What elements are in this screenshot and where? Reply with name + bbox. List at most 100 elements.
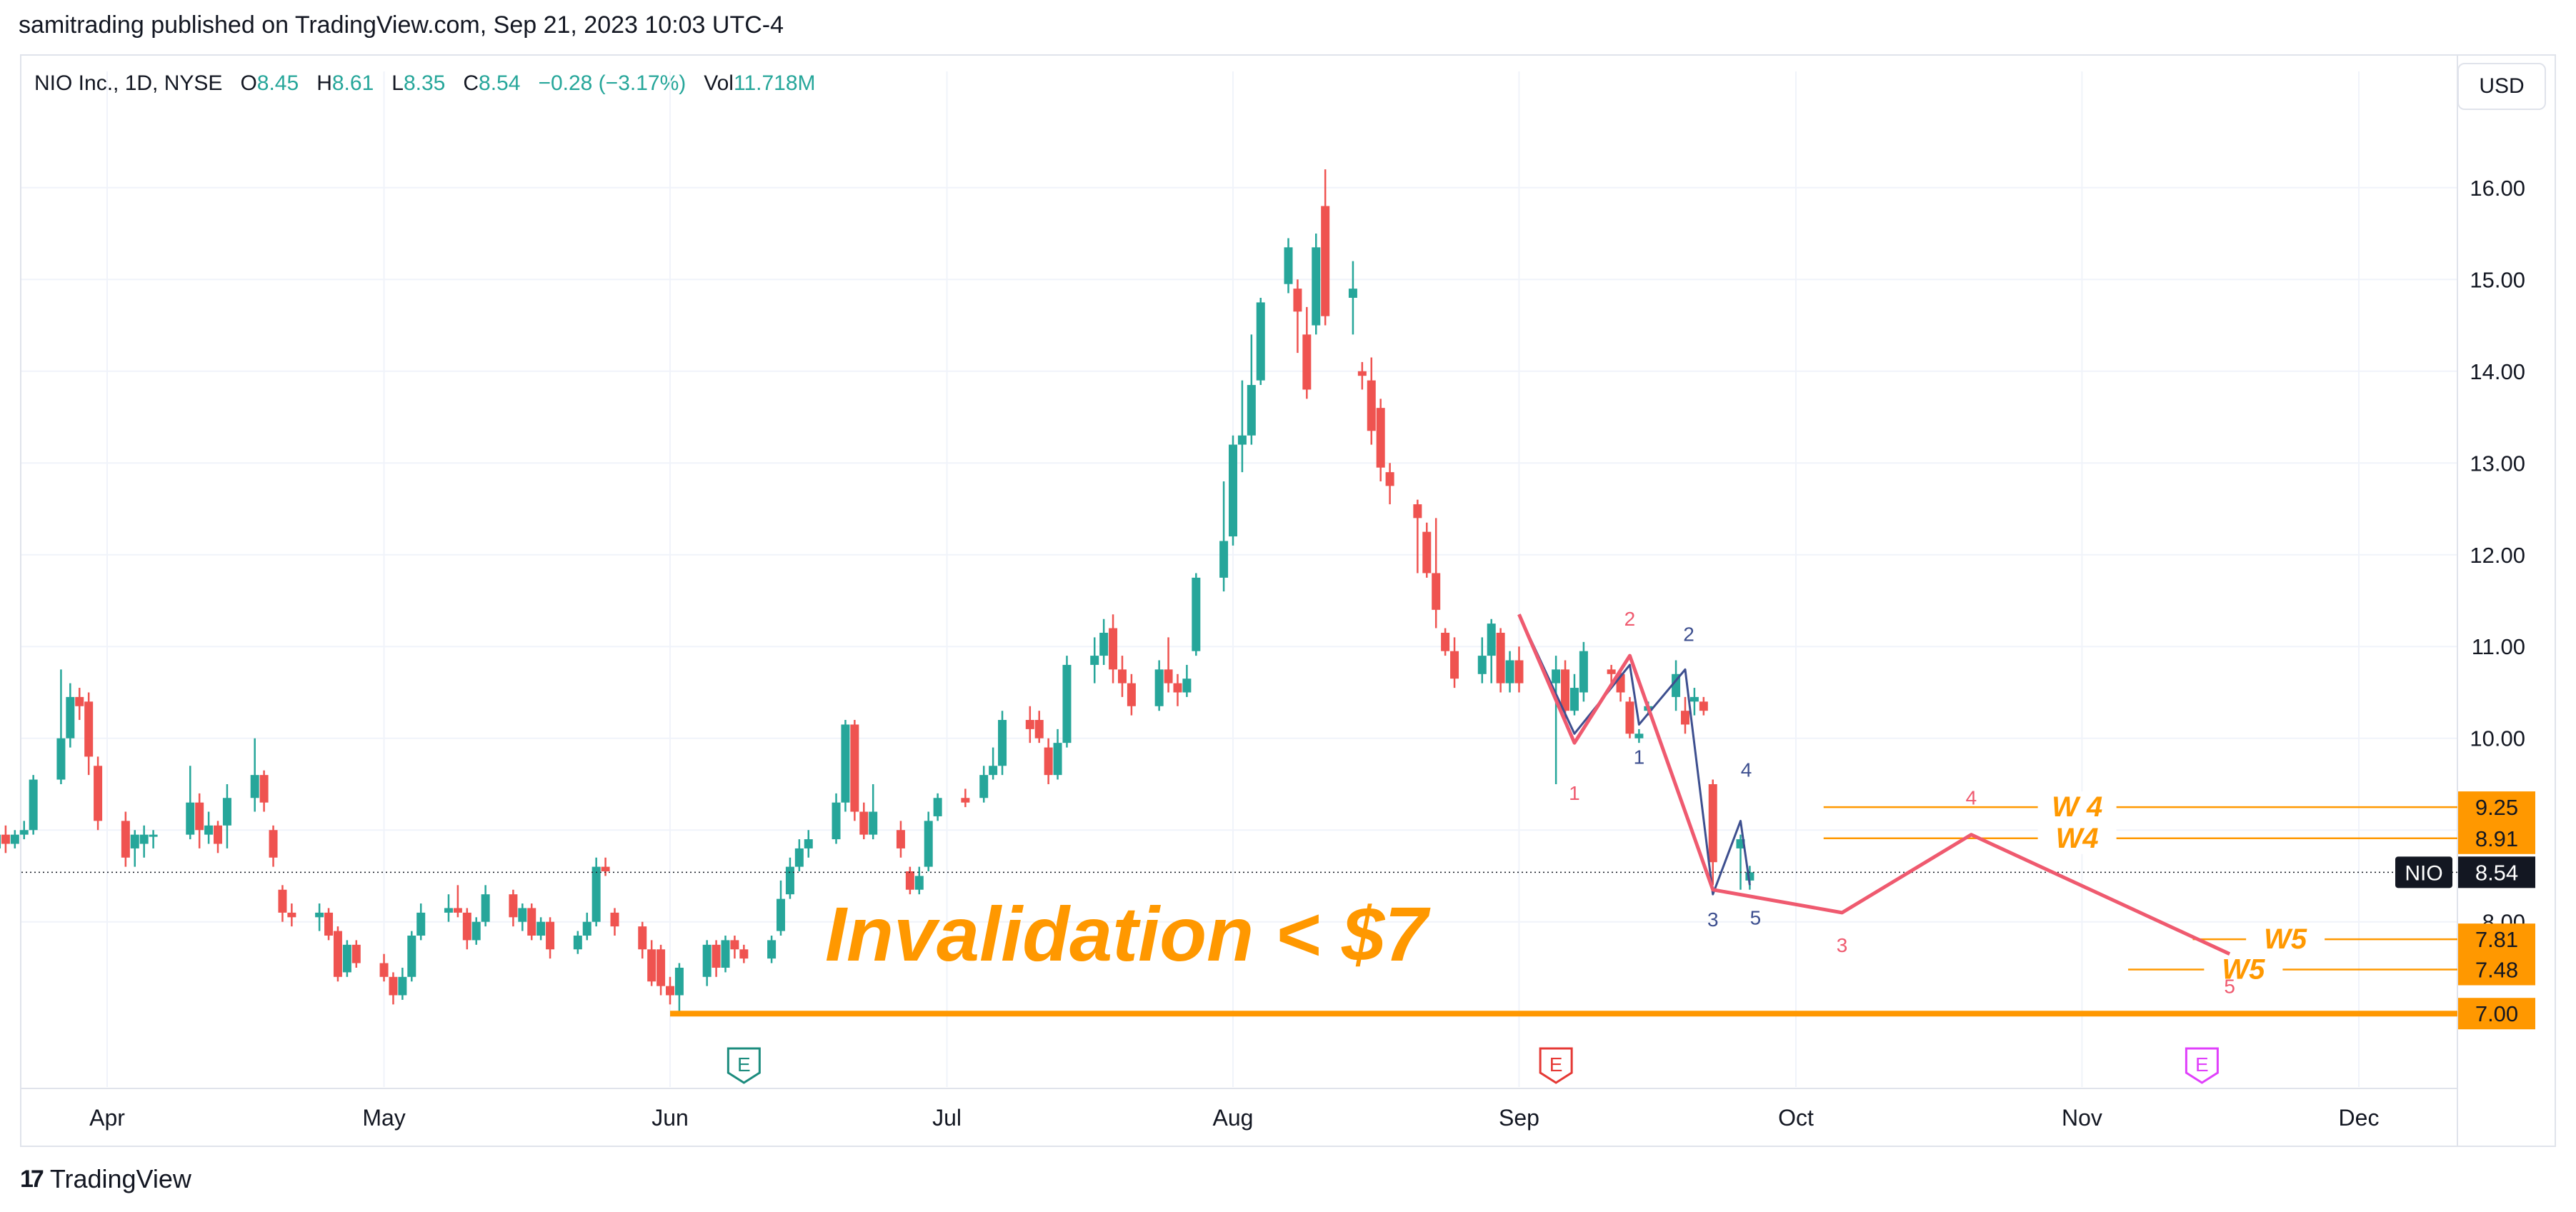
primary-wave-label: 5 — [2224, 976, 2235, 998]
candle-body — [1680, 711, 1689, 725]
time-tick-label: Aug — [1213, 1105, 1254, 1131]
candle-body — [536, 921, 546, 936]
candle-body — [462, 912, 471, 941]
currency-button[interactable]: USD — [2457, 63, 2546, 110]
time-tick-label: Apr — [89, 1105, 125, 1131]
candle-body — [1034, 720, 1044, 738]
volume-value: 11.718M — [733, 71, 816, 95]
candle-body — [518, 908, 527, 922]
candle-body — [601, 866, 610, 872]
primary-wave-label: 2 — [1624, 608, 1636, 630]
candle-body — [777, 898, 786, 931]
price-tick-label: 15.00 — [2470, 267, 2525, 292]
candle-body — [591, 866, 601, 922]
candle-body — [342, 944, 351, 973]
candle-body — [214, 825, 223, 844]
candle-body — [794, 848, 804, 867]
price-level-tag — [2458, 822, 2535, 854]
price-tick-label: 11.00 — [2472, 634, 2525, 659]
footer-brand[interactable]: 17 TradingView — [20, 1164, 191, 1194]
level-label-bg — [2246, 923, 2325, 956]
candle-body — [1672, 673, 1681, 697]
price-level-tag — [2458, 923, 2535, 956]
last-price-symbol-tag — [2395, 856, 2452, 888]
time-tick-label: Oct — [1778, 1105, 1814, 1131]
last-price-tag — [2458, 856, 2535, 888]
candle-body — [250, 775, 259, 798]
candle-body — [351, 944, 361, 963]
price-tick-label: 13.00 — [2470, 451, 2525, 476]
time-tick-label: Sep — [1499, 1105, 1539, 1131]
candle-body — [1376, 408, 1385, 468]
candle-body — [1441, 632, 1450, 651]
candle-body — [1561, 669, 1570, 711]
candle-body — [1099, 632, 1109, 656]
candle-body — [1321, 206, 1330, 316]
candle-body — [989, 766, 998, 776]
time-tick-label: Jun — [652, 1105, 689, 1131]
sub-wave-label: 5 — [1750, 906, 1762, 928]
candle-body — [416, 912, 426, 936]
candle-body — [905, 871, 914, 890]
candle-body — [398, 976, 407, 996]
candle-body — [1109, 628, 1118, 670]
candle-body — [961, 798, 970, 803]
level-label: W 4 — [2052, 791, 2102, 823]
change-value: −0.28 (−3.17%) — [538, 71, 687, 95]
time-tick-label: Nov — [2062, 1105, 2102, 1131]
candle-body — [130, 834, 139, 848]
candle-body — [1514, 660, 1524, 683]
candle-body — [582, 921, 591, 936]
candle-body — [850, 724, 859, 812]
candle-body — [546, 921, 555, 950]
time-tick-label: Dec — [2339, 1105, 2380, 1131]
candle-body — [1699, 701, 1708, 711]
candle-body — [444, 908, 453, 913]
candle-body — [1579, 651, 1588, 693]
level-label: W5 — [2264, 923, 2307, 955]
open-value: 8.45 — [256, 71, 299, 95]
primary-wave-label: 1 — [1569, 782, 1580, 804]
candle-body — [379, 963, 389, 977]
candle-body — [1237, 435, 1247, 445]
close-label: C — [463, 71, 479, 95]
sub-wave-path — [1518, 613, 1751, 896]
candle-body — [896, 830, 905, 848]
candle-body — [0, 834, 1, 848]
candle-body — [1477, 656, 1487, 674]
candle-body — [1413, 504, 1422, 519]
price-level-tag-text: 7.48 — [2475, 958, 2518, 983]
symbol-name[interactable]: NIO Inc., 1D, NYSE — [34, 71, 223, 95]
sub-wave-label: 1 — [1634, 746, 1645, 768]
price-tick-label: 14.00 — [2470, 359, 2525, 384]
high-label: H — [316, 71, 332, 95]
candle-body — [1284, 247, 1293, 284]
price-tick-label: 12.00 — [2470, 543, 2525, 568]
candle-body — [278, 889, 287, 913]
candle-body — [712, 944, 721, 968]
earnings-marker-label: E — [737, 1053, 751, 1076]
candle-body — [84, 701, 94, 757]
level-label: W5 — [2222, 954, 2265, 986]
candle-body — [1044, 747, 1053, 776]
candle-body — [1164, 669, 1173, 683]
candle-body — [1569, 688, 1579, 711]
volume-label: Vol — [704, 71, 734, 95]
candle-body — [94, 766, 103, 821]
candle-body — [1348, 289, 1357, 298]
candle-body — [933, 798, 942, 816]
candle-body — [1090, 656, 1099, 665]
last-price-tag-text: 8.54 — [2475, 860, 2518, 885]
candle-body — [1127, 683, 1136, 706]
candle-body — [1367, 380, 1376, 431]
candle-body — [702, 944, 712, 977]
time-tick-label: Jul — [932, 1105, 962, 1131]
candle-body — [1708, 783, 1717, 863]
candle-body — [1192, 577, 1201, 651]
earnings-marker-icon — [2185, 1047, 2219, 1084]
candle-body — [453, 908, 462, 913]
open-label: O — [240, 71, 257, 95]
earnings-marker-icon — [727, 1047, 761, 1084]
candle-body — [259, 775, 269, 803]
